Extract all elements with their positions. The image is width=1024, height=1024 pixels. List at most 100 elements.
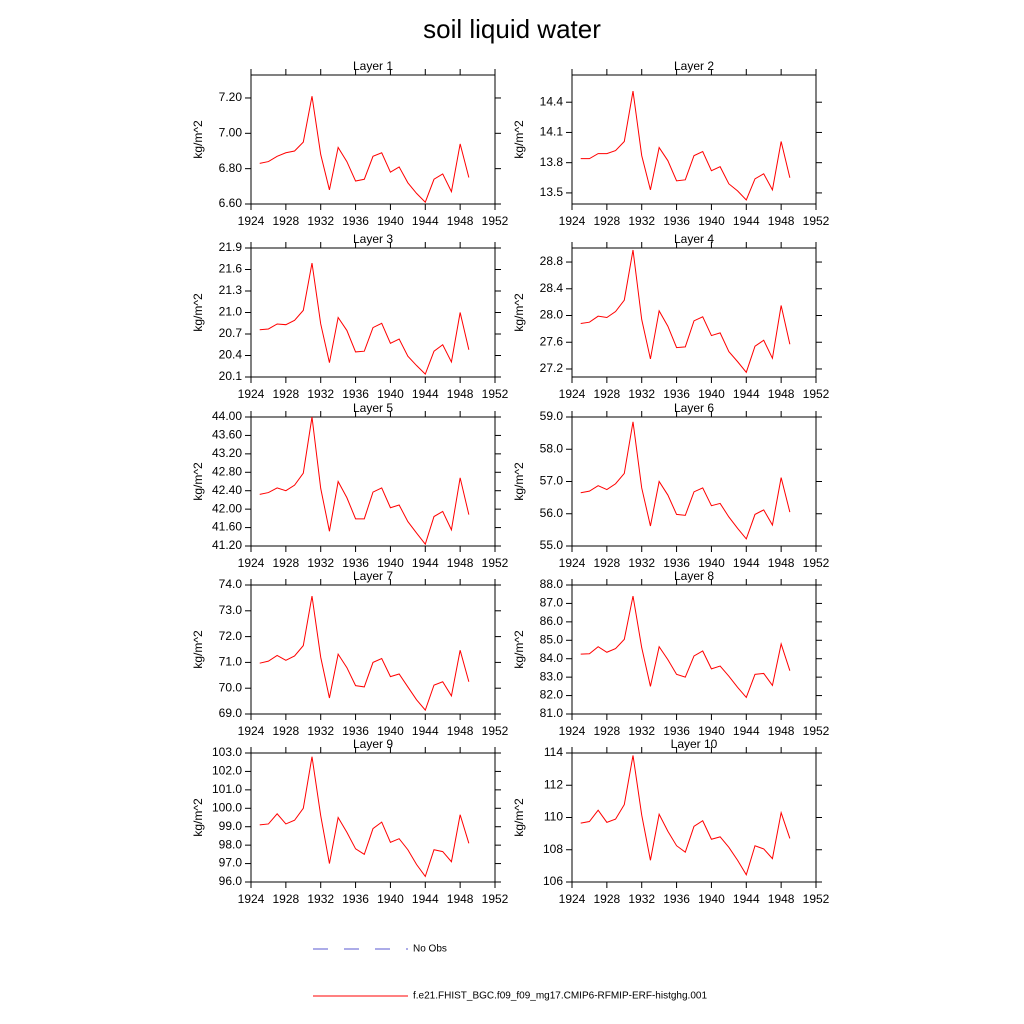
y-tick-label: 110: [544, 810, 563, 824]
data-line: [259, 416, 470, 546]
y-tick-label: 86.0: [540, 614, 564, 628]
y-tick-label: 97.0: [219, 856, 243, 870]
y-tick-label: 106: [543, 874, 563, 888]
x-tick-label: 1940: [698, 387, 725, 401]
plot-frame: [250, 74, 496, 205]
x-tick-label: 1952: [482, 387, 509, 401]
y-tick-label: 69.0: [219, 706, 243, 720]
y-tick-label: 108: [543, 842, 563, 856]
x-tick-label: 1924: [559, 387, 586, 401]
data-line: [259, 262, 470, 376]
y-axis-label: kg/m^2: [512, 293, 526, 332]
y-tick-label: 42.00: [212, 501, 242, 515]
data-line: [580, 755, 791, 876]
x-tick-label: 1928: [594, 724, 621, 738]
x-tick-label: 1944: [412, 214, 439, 228]
x-tick-label: 1940: [698, 556, 725, 570]
x-tick-label: 1952: [482, 892, 509, 906]
y-tick-label: 88.0: [540, 577, 564, 591]
x-tick-label: 1944: [412, 724, 439, 738]
x-tick-label: 1952: [482, 724, 509, 738]
x-tick-label: 1952: [482, 214, 509, 228]
x-tick-label: 1932: [628, 892, 655, 906]
y-tick-label: 81.0: [540, 706, 564, 720]
panel: Layer 10 kg/m^2 1924 1928 1932 1936 1940 1944 19…: [512, 737, 829, 906]
x-tick-label: 1936: [663, 556, 690, 570]
x-tick-label: 1936: [663, 387, 690, 401]
x-tick-label: 1952: [803, 556, 830, 570]
x-tick-label: 1928: [273, 892, 300, 906]
panel-title: Layer 1: [353, 59, 393, 73]
x-tick-label: 1948: [768, 724, 795, 738]
panel-title: Layer 9: [353, 737, 393, 751]
plot-frame: [571, 74, 817, 205]
y-tick-label: 112: [544, 777, 563, 791]
y-tick-label: 20.1: [219, 369, 243, 383]
data-line: [580, 91, 791, 201]
panel: Layer 4 kg/m^2 1924 1928 1932 1936 1940 1944 194…: [512, 232, 829, 401]
x-tick-label: 1940: [377, 724, 404, 738]
x-tick-label: 1928: [594, 556, 621, 570]
x-tick-label: 1944: [733, 724, 760, 738]
y-axis-label: kg/m^2: [191, 798, 205, 837]
x-tick-label: 1936: [342, 214, 369, 228]
x-tick-label: 1948: [768, 214, 795, 228]
data-line: [259, 96, 470, 204]
x-tick-label: 1948: [447, 214, 474, 228]
y-tick-label: 13.8: [540, 155, 564, 169]
panel: Layer 1 kg/m^2 1924 1928 1932 1936 1940 1944 194…: [191, 59, 508, 228]
x-tick-label: 1928: [594, 214, 621, 228]
x-tick-label: 1932: [628, 214, 655, 228]
y-tick-label: 21.3: [219, 283, 243, 297]
y-tick-label: 21.6: [219, 262, 243, 276]
legend-label: f.e21.FHIST_BGC.f09_f09_mg17.CMIP6-RFMIP…: [413, 991, 707, 1002]
y-tick-label: 73.0: [219, 603, 243, 617]
x-tick-label: 1928: [273, 214, 300, 228]
x-tick-label: 1944: [733, 892, 760, 906]
panel: Layer 7 kg/m^2 1924 1928 1932 1936 1940 1944 194…: [191, 569, 508, 738]
x-tick-label: 1940: [377, 214, 404, 228]
y-tick-label: 28.4: [540, 281, 564, 295]
y-tick-label: 41.60: [212, 520, 242, 534]
panel-title: Layer 2: [674, 59, 714, 73]
y-tick-label: 43.20: [212, 446, 242, 460]
panel-title: Layer 5: [353, 401, 393, 415]
data-line: [580, 249, 791, 374]
x-tick-label: 1952: [803, 724, 830, 738]
plot-frame: [250, 416, 496, 547]
y-tick-label: 58.0: [540, 441, 564, 455]
x-tick-label: 1936: [342, 724, 369, 738]
x-tick-label: 1948: [768, 387, 795, 401]
y-tick-label: 7.00: [219, 125, 243, 139]
y-tick-label: 14.1: [540, 125, 564, 139]
y-tick-label: 72.0: [219, 629, 243, 643]
x-tick-label: 1936: [663, 724, 690, 738]
x-tick-label: 1948: [447, 556, 474, 570]
plot-frame: [571, 416, 817, 547]
x-tick-label: 1924: [238, 387, 265, 401]
x-tick-label: 1932: [628, 556, 655, 570]
y-tick-label: 27.2: [540, 361, 564, 375]
x-tick-label: 1944: [733, 214, 760, 228]
x-tick-label: 1948: [447, 387, 474, 401]
x-tick-label: 1924: [238, 556, 265, 570]
figure-title: soil liquid water: [423, 14, 601, 44]
y-tick-label: 28.0: [540, 308, 564, 322]
y-tick-label: 55.0: [540, 538, 564, 552]
x-tick-label: 1952: [803, 892, 830, 906]
x-tick-label: 1936: [663, 214, 690, 228]
y-axis-label: kg/m^2: [191, 293, 205, 332]
x-tick-label: 1932: [307, 387, 334, 401]
data-line: [259, 596, 470, 712]
y-tick-label: 114: [544, 745, 563, 759]
panel-title: Layer 4: [674, 232, 714, 246]
y-axis-label: kg/m^2: [191, 630, 205, 669]
y-tick-label: 20.7: [219, 326, 243, 340]
y-axis-label: kg/m^2: [512, 120, 526, 159]
y-tick-label: 85.0: [540, 632, 564, 646]
y-tick-label: 87.0: [540, 596, 564, 610]
x-tick-label: 1928: [273, 724, 300, 738]
y-tick-label: 100.0: [212, 800, 242, 814]
y-tick-label: 74.0: [219, 577, 243, 591]
